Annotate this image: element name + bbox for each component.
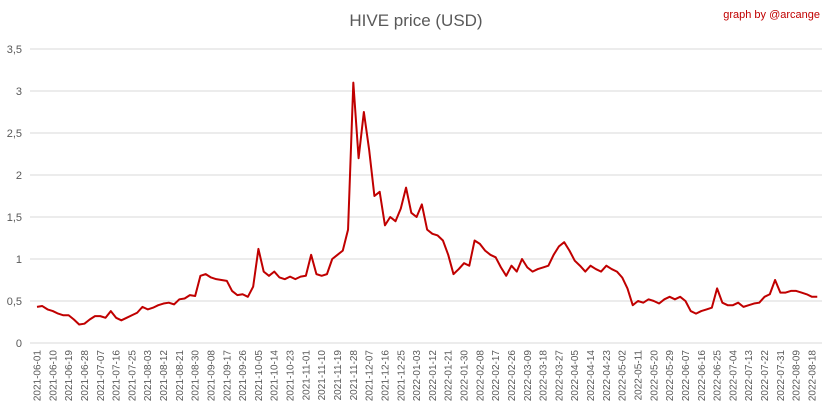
- x-tick-label: 2021-07-25: [127, 350, 138, 402]
- x-tick-label: 2022-01-03: [412, 350, 423, 402]
- x-tick-label: 2021-11-19: [333, 350, 344, 401]
- x-tick-label: 2022-07-31: [776, 350, 787, 402]
- x-tick-label: 2021-10-14: [270, 350, 281, 402]
- x-tick-label: 2022-03-09: [523, 350, 534, 402]
- y-tick-label: 2: [16, 170, 22, 182]
- x-tick-label: 2021-08-21: [175, 350, 186, 402]
- x-tick-label: 2022-08-18: [807, 350, 818, 402]
- x-tick-label: 2021-06-10: [48, 350, 59, 402]
- x-tick-label: 2021-10-05: [254, 350, 265, 402]
- x-tick-label: 2021-12-07: [365, 350, 376, 402]
- chart-title: HIVE price (USD): [349, 11, 482, 30]
- x-tick-label: 2021-11-10: [317, 350, 328, 401]
- x-tick-label: 2022-04-14: [586, 350, 597, 402]
- x-tick-label: 2021-12-16: [380, 350, 391, 402]
- x-tick-label: 2021-09-17: [222, 350, 233, 402]
- x-tick-label: 2021-09-26: [238, 350, 249, 402]
- x-tick-label: 2022-05-02: [618, 350, 629, 402]
- x-tick-label: 2022-07-04: [728, 350, 739, 402]
- y-tick-label: 3: [16, 86, 22, 98]
- x-tick-label: 2022-05-11: [634, 350, 645, 401]
- x-tick-label: 2021-07-07: [96, 350, 107, 402]
- x-tick-label: 2022-08-09: [792, 350, 803, 402]
- x-tick-label: 2021-06-19: [64, 350, 75, 402]
- x-tick-label: 2021-09-08: [206, 350, 217, 402]
- x-tick-label: 2021-08-30: [191, 350, 202, 402]
- x-tick-label: 2021-10-23: [286, 350, 297, 402]
- x-tick-label: 2022-07-22: [760, 350, 771, 402]
- x-tick-label: 2022-04-23: [602, 350, 613, 402]
- x-tick-label: 2022-06-16: [697, 350, 708, 402]
- x-tick-label: 2022-06-25: [713, 350, 724, 402]
- x-tick-label: 2022-02-17: [491, 350, 502, 402]
- x-tick-label: 2022-01-12: [428, 350, 439, 402]
- annotation: graph by @arcange: [723, 9, 820, 21]
- x-tick-label: 2021-11-01: [301, 350, 312, 401]
- y-tick-label: 3,5: [7, 44, 22, 56]
- x-tick-label: 2021-06-28: [80, 350, 91, 402]
- y-tick-label: 0: [16, 338, 22, 350]
- x-tick-label: 2022-01-21: [444, 350, 455, 402]
- x-tick-label: 2022-02-26: [507, 350, 518, 402]
- x-tick-label: 2022-03-27: [554, 350, 565, 402]
- x-tick-label: 2022-01-30: [460, 350, 471, 402]
- y-tick-label: 2,5: [7, 128, 22, 140]
- x-tick-label: 2022-06-07: [681, 350, 692, 402]
- x-tick-label: 2022-03-18: [539, 350, 550, 402]
- price-line: [36, 81, 818, 326]
- x-tick-label: 2021-08-03: [143, 350, 154, 402]
- x-tick-label: 2021-07-16: [112, 350, 123, 402]
- x-tick-label: 2022-07-13: [744, 350, 755, 402]
- y-tick-label: 1,5: [7, 212, 22, 224]
- x-tick-label: 2022-05-29: [665, 350, 676, 402]
- x-tick-label: 2022-04-05: [570, 350, 581, 402]
- y-tick-label: 1: [16, 254, 22, 266]
- x-tick-label: 2021-08-12: [159, 350, 170, 402]
- y-tick-label: 0,5: [7, 296, 22, 308]
- x-tick-label: 2022-02-08: [475, 350, 486, 402]
- x-tick-label: 2022-05-20: [649, 350, 660, 402]
- x-tick-label: 2021-12-25: [396, 350, 407, 402]
- x-tick-label: 2021-06-01: [33, 350, 44, 402]
- x-tick-label: 2021-11-28: [349, 350, 360, 401]
